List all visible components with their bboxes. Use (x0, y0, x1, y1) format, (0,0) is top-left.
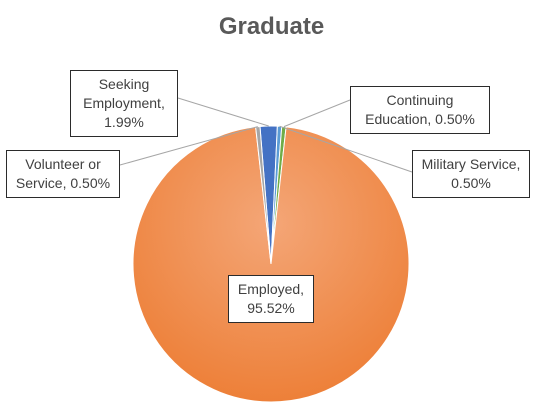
data-label-continuing-education: Continuing Education, 0.50% (350, 86, 490, 134)
leader-line-military-service (279, 125, 413, 173)
leader-line-volunteer-or-service (119, 126, 258, 166)
data-label-category: Employed, (237, 281, 305, 297)
leader-line-continuing-education (283, 99, 351, 128)
data-label-volunteer-or-service: Volunteer or Service, 0.50% (6, 150, 120, 198)
data-label-value: 0.50% (435, 111, 475, 127)
data-label-value: 95.52% (247, 300, 295, 316)
pie-slice-employed (132, 126, 410, 403)
data-label-employed: Employed, 95.52% (228, 275, 314, 323)
data-label-category-cont: Employment, (83, 95, 165, 111)
data-label-value: 1.99% (104, 114, 144, 130)
leader-lines (119, 97, 413, 173)
chart-title: Graduate (218, 13, 325, 40)
data-label-category: Volunteer or (25, 156, 101, 172)
data-label-military-service: Military Service, 0.50% (412, 150, 530, 198)
data-label-value: 0.50% (451, 175, 491, 191)
data-label-seeking-employment: Seeking Employment, 1.99% (70, 70, 178, 137)
data-label-category-cont: Education, 0.50% (365, 111, 475, 127)
data-label-category: Military Service, (421, 156, 521, 172)
leader-line-seeking-employment (177, 97, 269, 127)
data-label-category: Seeking (98, 76, 150, 92)
data-label-category-cont: Service, 0.50% (15, 175, 111, 191)
pie-slices (132, 125, 410, 403)
data-label-category: Continuing (386, 92, 454, 108)
data-label-value: 0.50% (70, 175, 111, 191)
